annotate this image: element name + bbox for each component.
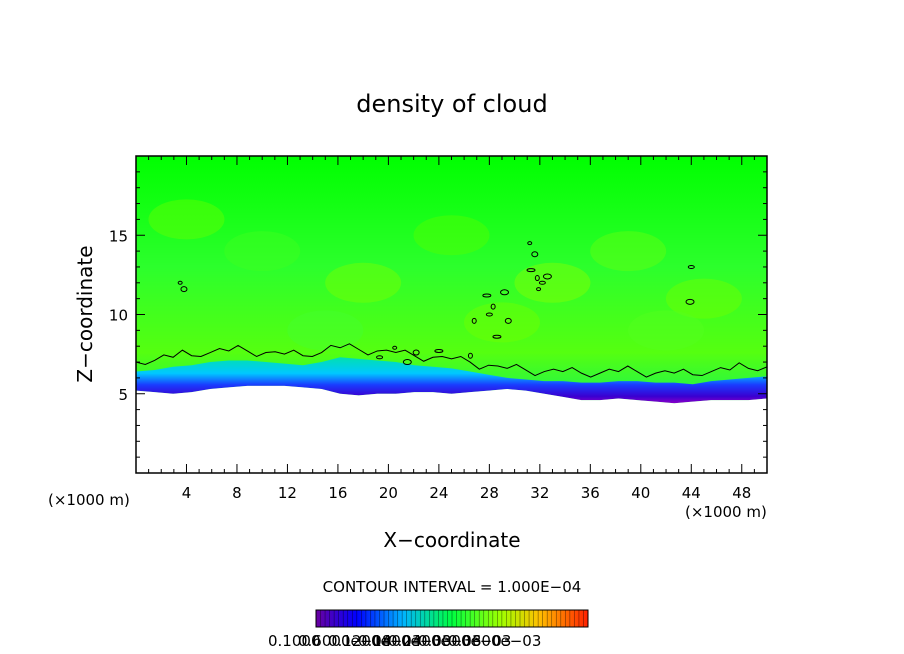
colorbar-label: 0.2400e−03 bbox=[388, 632, 481, 650]
x-tick-label: 20 bbox=[379, 484, 398, 502]
colorbar: 0.10000.6000e−040.1200e−030.1800e−030.24… bbox=[268, 609, 589, 650]
field-blob bbox=[413, 215, 490, 256]
y-tick-label: 15 bbox=[109, 227, 128, 245]
x-tick-label: 12 bbox=[278, 484, 297, 502]
contour-cell bbox=[527, 241, 533, 246]
contour-cell bbox=[402, 359, 412, 366]
colorbar-label: 0.6000e−04 bbox=[298, 632, 391, 650]
contour-cell bbox=[467, 352, 473, 359]
field-blob bbox=[224, 231, 301, 272]
x-unit-left: (×1000 m) bbox=[48, 491, 130, 509]
contour-cell bbox=[687, 264, 695, 269]
colorbar-stripes bbox=[320, 610, 584, 627]
field-texture bbox=[148, 199, 742, 351]
colorbar-frame bbox=[315, 609, 589, 628]
contour-cell bbox=[471, 317, 477, 324]
contour-cell bbox=[392, 345, 398, 350]
x-tick-label: 44 bbox=[682, 484, 701, 502]
colorbar-label: 0.3600e−03 bbox=[448, 632, 541, 650]
contour-cell bbox=[536, 287, 542, 292]
contour-cell bbox=[504, 317, 512, 324]
field-blob bbox=[463, 302, 540, 343]
contour-cell bbox=[485, 312, 493, 317]
x-tick-label: 8 bbox=[232, 484, 242, 502]
contour-cell bbox=[534, 275, 540, 282]
contour-cell bbox=[482, 293, 492, 298]
colorbar-labels: 0.10000.6000e−040.1200e−030.1800e−030.24… bbox=[268, 632, 541, 650]
x-axis: 4 8 12 16 20 24 28 32 36 40 44 48 bbox=[148, 156, 755, 502]
x-tick-label: 28 bbox=[480, 484, 499, 502]
contour-cell bbox=[177, 280, 183, 285]
colorbar-label: 0.1000 bbox=[268, 632, 321, 650]
contour-cell bbox=[490, 303, 496, 310]
field-blob bbox=[148, 199, 225, 240]
contour-cell bbox=[412, 349, 420, 356]
colorbar-label: 0.3000e−03 bbox=[418, 632, 511, 650]
field-blob bbox=[514, 262, 591, 303]
contour-cells bbox=[177, 241, 695, 366]
colorbar-label: 0.1200e−03 bbox=[328, 632, 421, 650]
contour-cell bbox=[434, 348, 444, 353]
y-axis: 5 10 15 bbox=[109, 171, 767, 458]
contour-line bbox=[136, 343, 767, 378]
y-tick-label: 5 bbox=[118, 386, 128, 404]
contour-cell bbox=[542, 273, 552, 280]
field-blob bbox=[665, 278, 742, 319]
field-blob bbox=[590, 231, 667, 272]
contour-interval: CONTOUR INTERVAL = 1.000E−04 bbox=[323, 578, 582, 596]
x-unit-right: (×1000 m) bbox=[685, 503, 767, 521]
x-tick-label: 32 bbox=[530, 484, 549, 502]
contour-cell bbox=[180, 286, 188, 293]
x-tick-label: 40 bbox=[631, 484, 650, 502]
plot-area bbox=[136, 156, 767, 473]
y-tick-label: 10 bbox=[109, 307, 128, 325]
contour-cell bbox=[531, 251, 539, 258]
contour-cell bbox=[526, 268, 536, 273]
x-axis-label: X−coordinate bbox=[383, 528, 520, 552]
y-axis-label: Z−coordinate bbox=[73, 245, 97, 382]
contour-cell bbox=[376, 355, 384, 360]
x-tick-label: 16 bbox=[328, 484, 347, 502]
contour-cell bbox=[492, 334, 502, 339]
contour-cell bbox=[685, 298, 695, 305]
colorbar-label: 0.1800e−03 bbox=[358, 632, 451, 650]
field-blob bbox=[287, 310, 364, 351]
x-tick-label: 48 bbox=[732, 484, 751, 502]
x-tick-label: 24 bbox=[429, 484, 448, 502]
contour-cell bbox=[538, 280, 546, 285]
x-tick-label: 4 bbox=[182, 484, 192, 502]
cloud-base-band bbox=[136, 357, 767, 404]
field-blob bbox=[628, 310, 705, 351]
contour-cell bbox=[500, 289, 510, 296]
x-tick-label: 36 bbox=[581, 484, 600, 502]
chart-title: density of cloud bbox=[356, 90, 547, 118]
clear-region bbox=[136, 385, 767, 473]
field-blob bbox=[325, 262, 402, 303]
